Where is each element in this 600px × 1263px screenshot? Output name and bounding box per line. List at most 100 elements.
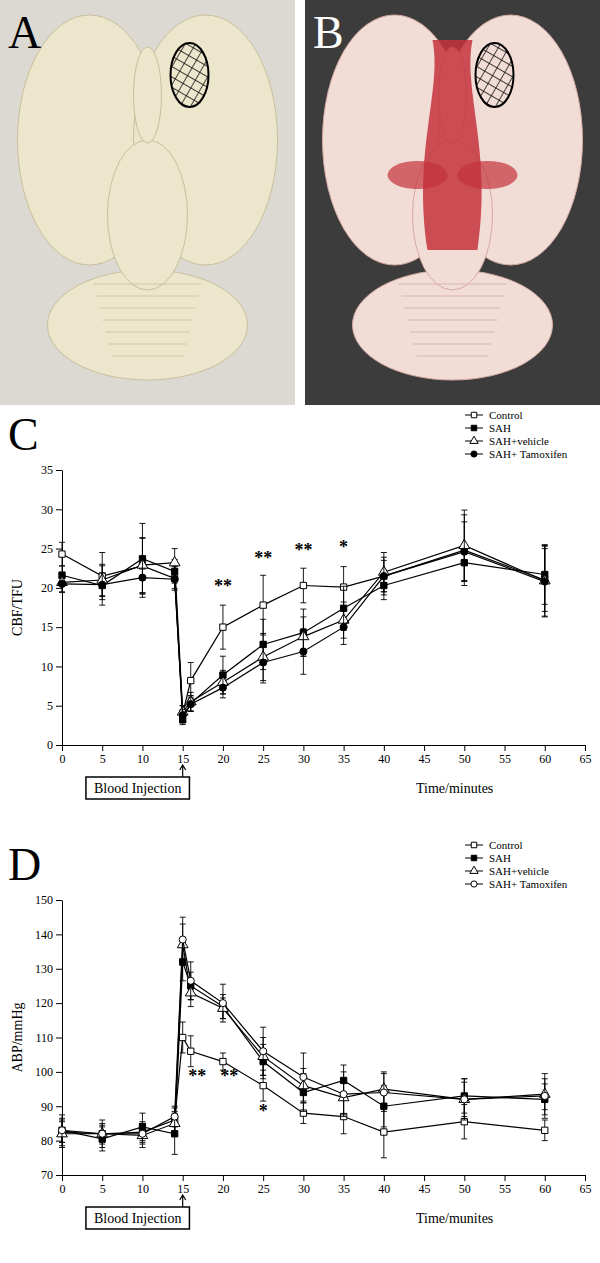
error-bar	[220, 605, 226, 649]
y-tick: 10	[41, 660, 62, 674]
annotation-text: Blood Injection	[94, 1211, 182, 1226]
significance-mark: *	[259, 1101, 268, 1121]
marker	[541, 1092, 548, 1099]
x-axis: 05101520253035404550556065	[60, 745, 592, 766]
error-bar	[99, 1120, 105, 1148]
marker	[171, 1113, 178, 1120]
x-axis-line	[63, 745, 586, 746]
legend-symbol	[471, 842, 476, 847]
error-bar	[341, 610, 347, 645]
y-tick-mark	[56, 1141, 62, 1142]
y-tick-label: 20	[41, 581, 53, 595]
x-tick-label: 40	[378, 752, 390, 766]
y-tick: 70	[41, 1168, 62, 1182]
marker	[220, 1058, 226, 1064]
significance-mark: *	[339, 537, 348, 557]
x-tick: 25	[258, 745, 270, 766]
marker	[340, 624, 347, 631]
error-bar	[542, 546, 548, 617]
series-line	[62, 559, 545, 720]
y-tick: 5	[47, 699, 62, 713]
error-bar	[59, 1118, 65, 1142]
x-tick-mark	[62, 745, 63, 751]
y-tick-label: 80	[41, 1134, 53, 1148]
x-tick-label: 45	[419, 752, 431, 766]
error-bar	[99, 573, 105, 597]
cerebellum-fold	[106, 332, 190, 333]
y-tick-label: 35	[41, 463, 53, 477]
error-bar	[188, 962, 194, 1000]
x-tick-label: 50	[459, 1182, 471, 1196]
y-tick-label: 5	[47, 699, 53, 713]
cerebellum-fold	[103, 320, 193, 321]
x-tick-label: 15	[177, 752, 189, 766]
x-tick-label: 30	[298, 1182, 310, 1196]
error-bar	[300, 629, 306, 675]
x-tick: 45	[419, 745, 431, 766]
y-tick-mark	[56, 1106, 62, 1107]
x-tick: 25	[258, 1175, 270, 1196]
y-axis-title: CBF/TFU	[10, 579, 25, 636]
legend: ControlSAHSAH+vehicleSAH+ Tamoxifen	[465, 839, 568, 890]
marker	[542, 1127, 548, 1133]
x-tick: 20	[217, 745, 229, 766]
marker	[99, 1131, 105, 1137]
marker	[461, 548, 468, 555]
significance-mark: **	[188, 1066, 206, 1086]
x-tick-mark	[464, 1175, 465, 1181]
x-tick-label: 5	[100, 1182, 106, 1196]
y-tick-mark	[56, 1072, 62, 1073]
marker	[187, 977, 194, 984]
cerebellum-fold	[402, 296, 504, 297]
y-tick-label: 110	[35, 1031, 53, 1045]
marker	[139, 1130, 146, 1137]
significance-mark: **	[294, 540, 312, 560]
x-tick-mark	[62, 1175, 63, 1181]
x-tick-label: 60	[539, 1182, 551, 1196]
figure: ABC0510152025303540455055606505101520253…	[0, 0, 600, 1263]
y-tick-label: 0	[47, 738, 53, 752]
panel-label: A	[8, 7, 41, 58]
photo-panel: B	[305, 0, 600, 405]
x-tick-mark	[505, 745, 506, 751]
significance-mark: **	[220, 1066, 238, 1086]
x-tick-mark	[344, 745, 345, 751]
y-tick: 120	[35, 996, 62, 1010]
marker	[188, 677, 194, 683]
y-tick-mark	[56, 470, 62, 471]
cerebellum-fold	[97, 296, 199, 297]
cerebellum-fold	[414, 344, 492, 345]
significance-mark: **	[254, 548, 272, 568]
annotation-box	[86, 777, 190, 799]
brainstem	[108, 140, 188, 290]
x-tick-mark	[505, 1175, 506, 1181]
x-tick-label: 65	[580, 1182, 592, 1196]
blood	[458, 161, 518, 189]
annotation-arrow	[180, 1195, 186, 1207]
marker	[380, 573, 387, 580]
x-tick: 10	[137, 1175, 149, 1196]
y-axis-line	[62, 471, 63, 746]
chart: D051015202530354045505560657080901001101…	[8, 839, 592, 1229]
legend-symbol	[471, 425, 476, 430]
error-bar	[542, 545, 548, 616]
legend-item: SAH+ Tamoxifen	[465, 448, 568, 460]
legend-item: SAH	[465, 852, 511, 864]
x-tick-mark	[263, 745, 264, 751]
legend-label: SAH	[489, 852, 511, 864]
series	[59, 515, 548, 722]
y-tick-mark	[56, 549, 62, 550]
cerebellum-fold	[405, 308, 501, 309]
x-axis-line	[63, 1175, 586, 1176]
y-tick-mark	[56, 588, 62, 589]
blood	[423, 40, 482, 250]
error-bar	[139, 1123, 145, 1147]
x-tick-label: 10	[137, 752, 149, 766]
y-tick: 100	[35, 1065, 62, 1079]
error-bar	[172, 570, 178, 589]
marker	[380, 1089, 387, 1096]
x-tick-label: 40	[378, 1182, 390, 1196]
x-tick: 35	[338, 1175, 350, 1196]
legend-item: Control	[465, 409, 523, 421]
x-tick-label: 55	[499, 1182, 511, 1196]
